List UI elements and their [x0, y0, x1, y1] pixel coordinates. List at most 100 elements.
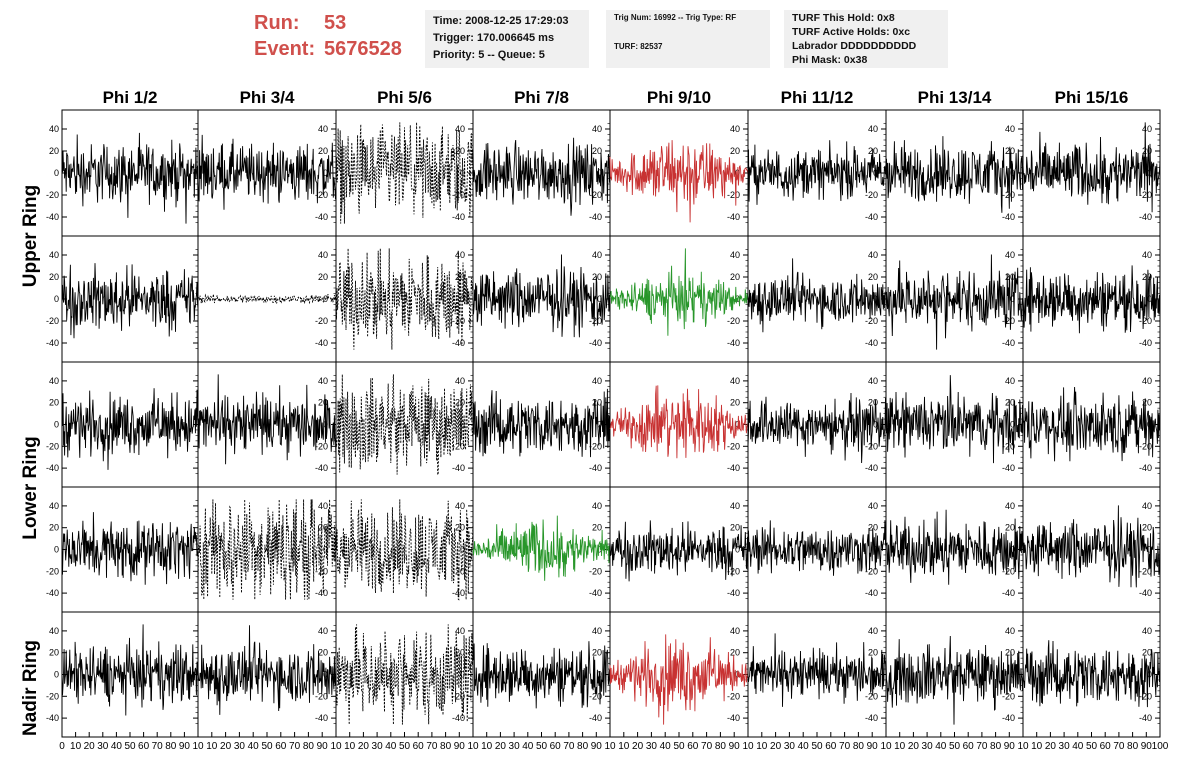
y-tick-label: 40 [49, 250, 59, 260]
y-tick-label: 40 [730, 250, 740, 260]
y-tick-label: -20 [1002, 316, 1015, 326]
y-tick-label: -40 [1002, 212, 1015, 222]
x-tick-label: 80 [165, 741, 177, 752]
trace-r2-c6 [747, 258, 887, 333]
trace-r4-c8 [1022, 505, 1161, 588]
x-tick-label: 20 [358, 741, 370, 752]
y-tick-label: 20 [868, 523, 878, 533]
trace-r1-c7 [885, 136, 1024, 213]
x-tick-label: 30 [372, 741, 384, 752]
trace-r1-c4 [472, 137, 611, 216]
y-tick-label: 40 [592, 250, 602, 260]
trace-r5-c4 [472, 641, 611, 709]
x-tick-label: 80 [577, 741, 589, 752]
y-tick-label: 40 [592, 124, 602, 134]
y-tick-label: -40 [727, 713, 740, 723]
x-tick-label: 80 [990, 741, 1002, 752]
y-tick-label: 40 [592, 626, 602, 636]
y-tick-label: 0 [460, 670, 465, 680]
y-tick-label: 20 [318, 523, 328, 533]
x-tick-label: 70 [839, 741, 851, 752]
y-tick-label: 40 [455, 626, 465, 636]
x-tick-label: 50 [124, 741, 136, 752]
x-tick-label: 30 [646, 741, 658, 752]
y-tick-label: -40 [865, 463, 878, 473]
event-label: Event: [254, 38, 316, 60]
trace-r2-c1 [61, 263, 199, 339]
y-tick-label: 0 [323, 168, 328, 178]
x-tick-label: 60 [963, 741, 975, 752]
x-tick-label: 40 [385, 741, 397, 752]
y-tick-label: 40 [1142, 626, 1152, 636]
y-tick-label: 20 [1142, 523, 1152, 533]
run-value: 53 [324, 12, 347, 34]
x-tick-label: 90 [591, 741, 603, 752]
y-tick-label: 20 [1142, 398, 1152, 408]
column-title-7: Phi 13/14 [918, 88, 992, 107]
y-tick-label: -40 [315, 588, 328, 598]
trace-r1-c1 [61, 132, 199, 224]
x-tick-label: 80 [715, 741, 727, 752]
x-tick-label: 10 [344, 741, 356, 752]
y-tick-label: -40 [865, 212, 878, 222]
y-tick-label: -40 [452, 713, 465, 723]
y-tick-label: 20 [49, 523, 59, 533]
y-tick-label: -40 [315, 463, 328, 473]
y-tick-label: -40 [452, 212, 465, 222]
y-tick-label: 40 [868, 124, 878, 134]
y-tick-label: -40 [452, 338, 465, 348]
y-tick-label: -40 [1139, 713, 1152, 723]
y-tick-label: -20 [727, 441, 740, 451]
y-tick-label: -20 [1139, 190, 1152, 200]
y-tick-label: 0 [1147, 545, 1152, 555]
y-tick-label: -40 [1002, 463, 1015, 473]
x-tick-label: 70 [1113, 741, 1125, 752]
x-tick-label: 50 [399, 741, 411, 752]
x-tick-label: 10 [880, 741, 892, 752]
y-tick-label: 20 [868, 398, 878, 408]
y-tick-label: -40 [315, 212, 328, 222]
x-tick-label: 70 [289, 741, 301, 752]
x-tick-label: 20 [220, 741, 232, 752]
y-tick-label: -20 [727, 316, 740, 326]
y-tick-label: -20 [1139, 316, 1152, 326]
column-title-1: Phi 1/2 [103, 88, 158, 107]
trace-r3-c3 [335, 374, 474, 476]
trace-r3-c7 [885, 375, 1024, 464]
column-title-5: Phi 9/10 [647, 88, 711, 107]
y-tick-label: 20 [868, 648, 878, 658]
y-tick-label: 0 [1010, 294, 1015, 304]
y-tick-label: -20 [727, 691, 740, 701]
trig-num-box: Trig Num: 16992 -- Trig Type: RF TURF: 8… [606, 10, 770, 68]
y-tick-label: 20 [455, 146, 465, 156]
run-event-header: Run: 53 Event: 5676528 [254, 10, 402, 62]
x-tick-label: 70 [426, 741, 438, 752]
y-tick-label: 40 [868, 376, 878, 386]
y-tick-label: 20 [868, 272, 878, 282]
y-tick-label: 20 [1142, 648, 1152, 658]
x-tick-label: 60 [138, 741, 150, 752]
x-tick-label: 80 [440, 741, 452, 752]
y-tick-label: -40 [727, 212, 740, 222]
y-tick-label: 0 [54, 168, 59, 178]
y-tick-label: -20 [452, 691, 465, 701]
x-tick-label: 10 [756, 741, 768, 752]
x-tick-label: 30 [509, 741, 521, 752]
y-tick-label: 20 [455, 648, 465, 658]
trace-r4-c5 [609, 520, 749, 582]
turf-text: TURF: 82537 [614, 42, 663, 51]
y-tick-label: -20 [315, 316, 328, 326]
y-tick-label: -40 [589, 338, 602, 348]
y-tick-label: -20 [452, 441, 465, 451]
x-tick-label: 20 [495, 741, 507, 752]
event-value: 5676528 [324, 38, 402, 60]
y-tick-label: 20 [730, 272, 740, 282]
y-tick-label: 40 [455, 376, 465, 386]
trace-r3-c2 [197, 374, 337, 465]
x-tick-label: 90 [1004, 741, 1016, 752]
x-tick-label: 60 [550, 741, 562, 752]
trace-r2-c7 [885, 254, 1024, 350]
x-tick-label: 90 [317, 741, 329, 752]
y-tick-label: 40 [730, 124, 740, 134]
y-tick-label: 20 [592, 146, 602, 156]
